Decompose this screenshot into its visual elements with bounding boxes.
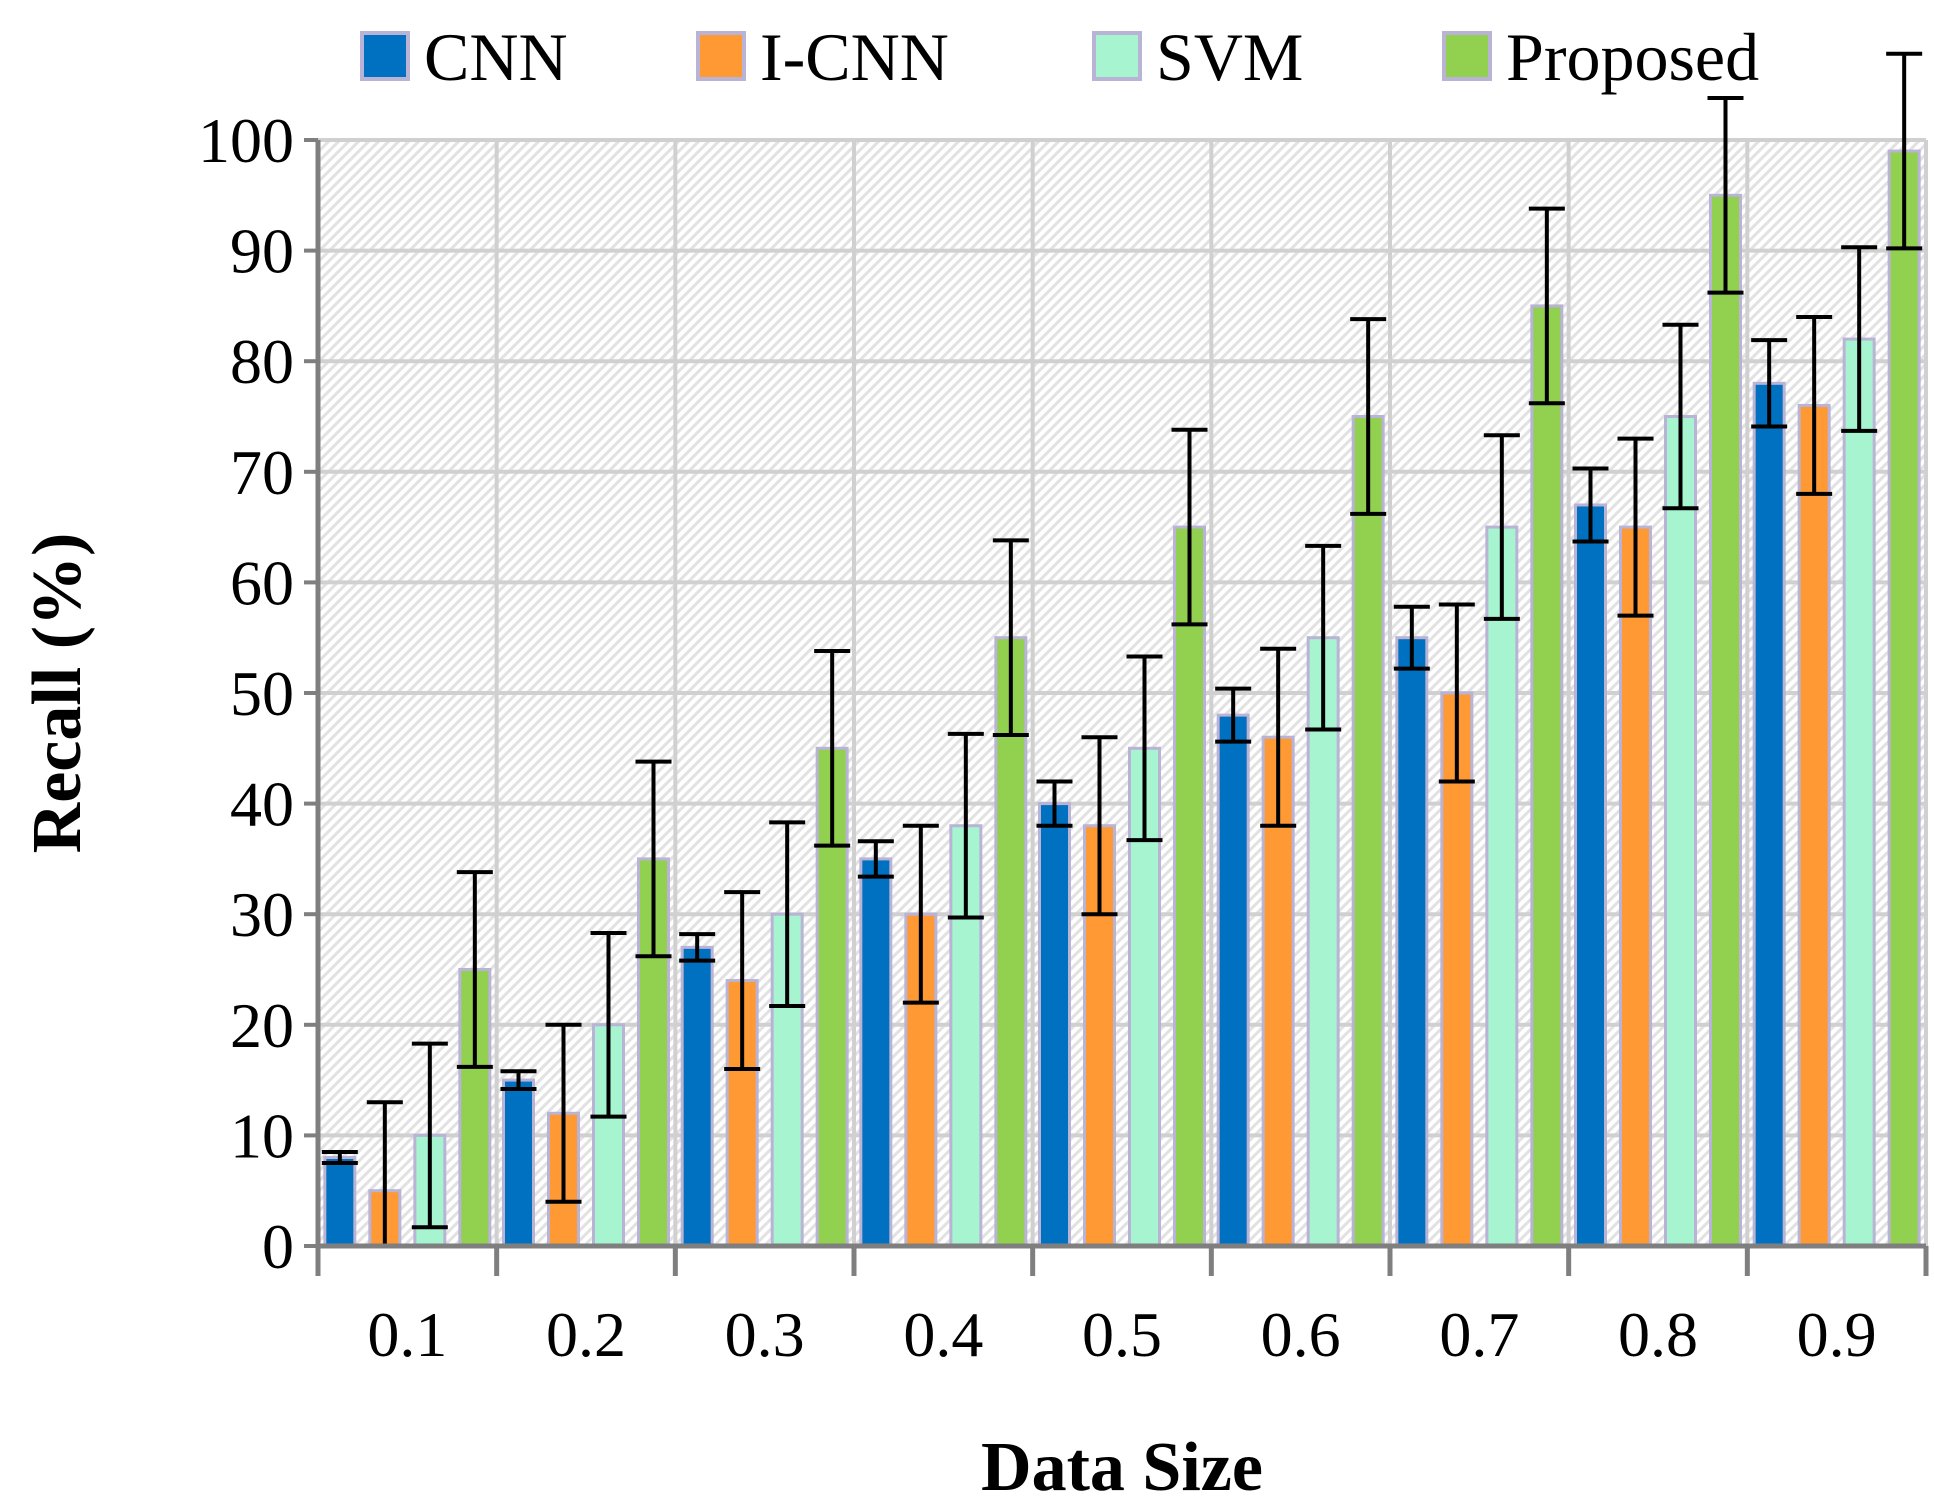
x-tick-label: 0.3 (725, 1299, 805, 1370)
error-bar (724, 890, 761, 1072)
error-bar (1393, 604, 1430, 671)
x-axis-title: Data Size (981, 1429, 1263, 1506)
x-tick-label: 0.1 (367, 1299, 447, 1370)
bar-proposed-0.8 (1709, 193, 1742, 1248)
error-bar (1305, 543, 1342, 732)
bar-proposed-0.9 (1887, 149, 1921, 1248)
error-bar (902, 823, 939, 1005)
y-tick-label: 40 (230, 769, 294, 840)
error-bar (1350, 317, 1387, 516)
bar-svm-0.9 (1842, 337, 1876, 1248)
y-tick-label: 50 (230, 658, 294, 729)
error-bar (769, 820, 806, 1008)
error-bar (1215, 686, 1252, 744)
error-bar (635, 759, 672, 959)
legend-label: SVM (1156, 19, 1303, 95)
x-tick-label: 0.9 (1797, 1299, 1877, 1370)
legend-item: Proposed (1442, 19, 1759, 95)
legend-label: I-CNN (760, 19, 949, 95)
error-bar (857, 839, 894, 879)
legend-item: SVM (1092, 19, 1303, 95)
bar-i-cnn-0.8 (1619, 525, 1652, 1248)
error-bar (947, 731, 984, 920)
error-bar (1707, 95, 1744, 295)
legend-swatch (360, 31, 410, 81)
x-tick-label: 0.5 (1082, 1299, 1162, 1370)
error-bar (992, 538, 1029, 738)
legend-swatch (1442, 31, 1492, 81)
error-bar (411, 1041, 448, 1230)
y-tick-label: 90 (230, 216, 294, 287)
error-bar (814, 648, 851, 848)
x-tick-label: 0.7 (1439, 1299, 1519, 1370)
y-tick-label: 80 (230, 326, 294, 397)
legend-label: CNN (424, 19, 568, 95)
gridlines (318, 138, 1928, 1246)
error-bar (1751, 338, 1788, 429)
error-bar (1438, 602, 1475, 784)
error-bar (1081, 735, 1118, 917)
bar-proposed-0.6 (1351, 415, 1385, 1248)
bar-i-cnn-0.9 (1797, 403, 1831, 1248)
error-bar (1528, 206, 1565, 406)
x-tick-label: 0.4 (903, 1299, 983, 1370)
x-tick-label: 0.8 (1618, 1299, 1698, 1370)
y-axis-title: Recall (%) (19, 533, 96, 854)
error-bar (1036, 779, 1073, 828)
y-tick-label: 30 (230, 879, 294, 950)
error-bar (1796, 314, 1833, 496)
axes (304, 138, 1929, 1276)
legend: CNN I-CNN SVM Proposed (360, 19, 1759, 95)
error-bar (679, 932, 716, 963)
bar-proposed-0.5 (1173, 525, 1206, 1248)
error-bar (1841, 245, 1878, 433)
error-bar (1126, 654, 1163, 843)
error-bar (1483, 433, 1520, 621)
error-bar (456, 870, 493, 1069)
error-bar (1617, 436, 1654, 618)
bar-cnn-0.5 (1038, 802, 1071, 1248)
error-bar (545, 1022, 582, 1204)
x-tick-label: 0.2 (546, 1299, 626, 1370)
y-tick-label: 0 (262, 1211, 294, 1282)
tick-labels: 0 10 20 30 40 50 60 70 80 90 100 0.1 0.2 0.3 0.4 0.5 0.6… (198, 105, 1877, 1370)
y-tick-label: 70 (230, 437, 294, 508)
error-bar (321, 1149, 358, 1166)
error-bar (590, 931, 627, 1119)
bar-cnn-0.3 (680, 945, 714, 1248)
bar-cnn-0.8 (1574, 503, 1607, 1248)
legend-swatch (1092, 31, 1142, 81)
error-bar (1572, 466, 1609, 544)
bar-svm-0.7 (1485, 525, 1519, 1248)
error-bar (1171, 427, 1208, 627)
bar-cnn-0.9 (1752, 381, 1786, 1248)
y-tick-label: 20 (230, 990, 294, 1061)
y-tick-label: 100 (198, 105, 294, 176)
bar-cnn-0.1 (323, 1156, 357, 1248)
legend-swatch (696, 31, 746, 81)
error-bar (1260, 646, 1297, 828)
legend-label: Proposed (1506, 19, 1759, 95)
y-tick-label: 10 (230, 1100, 294, 1171)
legend-item: I-CNN (696, 19, 949, 95)
bar-cnn-0.6 (1216, 713, 1250, 1248)
bar-cnn-0.7 (1395, 636, 1429, 1248)
bar-cnn-0.2 (502, 1078, 535, 1248)
legend-item: CNN (360, 19, 568, 95)
error-bars (321, 51, 1923, 1248)
bar-proposed-0.7 (1530, 304, 1564, 1248)
error-bar (1662, 322, 1699, 511)
y-tick-label: 60 (230, 547, 294, 618)
error-bar (1886, 51, 1923, 251)
x-tick-label: 0.6 (1261, 1299, 1341, 1370)
bar-svm-0.8 (1664, 415, 1697, 1248)
error-bar (500, 1069, 537, 1091)
bar-cnn-0.4 (859, 857, 893, 1248)
